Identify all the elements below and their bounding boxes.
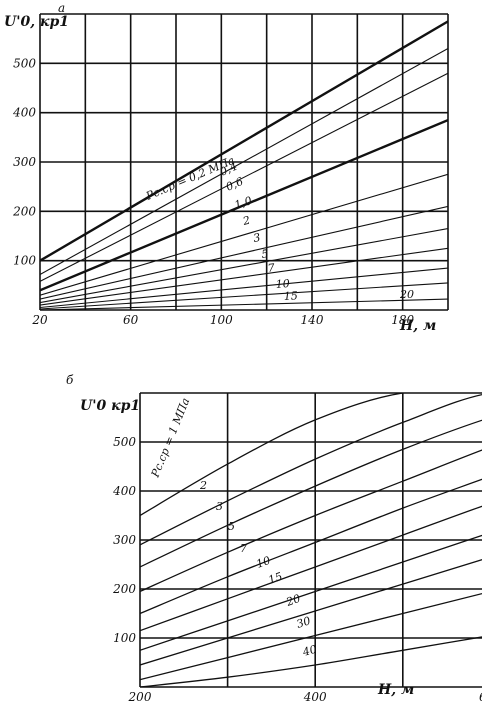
series-line-10	[140, 636, 482, 687]
series-label-5: 7	[240, 542, 247, 555]
y-tick-label: 400	[112, 484, 136, 498]
series-line-8	[40, 247, 448, 306]
series-line-6	[40, 205, 448, 300]
y-tick-label: 200	[12, 204, 36, 218]
y-tick-label: 500	[113, 435, 136, 449]
x-axis-label-b: Н, м	[377, 682, 414, 698]
gridlines-b	[139, 392, 482, 688]
x-tick-label: 400	[303, 690, 327, 702]
x-tick-label: 20	[31, 313, 48, 327]
y-tick-label: 300	[113, 533, 136, 547]
series-line-10	[40, 282, 448, 310]
y-tick-label: 500	[13, 56, 36, 70]
series-line-9	[140, 592, 482, 681]
series-line-4	[140, 449, 482, 593]
series-line-7	[40, 228, 448, 304]
series-label-10: 15	[283, 289, 298, 303]
panel-label-a: а	[58, 1, 65, 15]
series-label-9: 30	[295, 614, 312, 631]
series-line-5	[140, 478, 482, 615]
series-label-10: 40	[300, 643, 318, 660]
series-line-2	[40, 48, 448, 275]
series-line-4	[40, 118, 448, 292]
series-label-6: 10	[255, 554, 273, 571]
y-tick-label: 300	[13, 155, 36, 169]
chart-panel-b: б U'0 кр1 Н, м 200400600100200300400500 …	[66, 373, 482, 702]
y-tick-label: 100	[113, 631, 136, 645]
series-label-7: 15	[267, 570, 285, 587]
series-label-2: 2	[199, 479, 207, 492]
series-line-3	[40, 72, 448, 282]
series-label-8: 7	[267, 261, 275, 275]
series-label-11: 20	[399, 288, 414, 301]
series-lines-a	[40, 20, 448, 310]
series-label-3: 3	[216, 500, 223, 513]
series-label-7: 5	[261, 247, 270, 261]
series-line-3	[140, 419, 482, 568]
series-label-8: 20	[284, 592, 303, 609]
x-axis-label-a: Н, м	[399, 318, 436, 334]
series-label-1: Pc.cp = 1 МПа	[148, 396, 192, 480]
series-line-7	[140, 534, 482, 651]
x-tick-label: 140	[301, 313, 324, 327]
series-line-2	[140, 393, 482, 546]
x-tick-label: 100	[210, 313, 233, 327]
chart-panel-a: а U'0, кр1 Н, м 20 60 100 140 180 100 200 300 40…	[4, 1, 449, 334]
series-lines-b	[140, 393, 482, 687]
series-line-5	[40, 173, 448, 296]
y-axis-label-a: U'0, кр1	[4, 14, 69, 30]
series-label-5: 2	[241, 214, 252, 229]
series-line-6	[140, 505, 482, 632]
y-tick-label: 100	[13, 254, 36, 268]
x-tick-label: 600	[479, 690, 482, 702]
series-line-8	[140, 559, 482, 666]
series-label-6: 3	[252, 231, 261, 245]
tick-labels-b: 200 400 600 100 200 300 400 500	[112, 435, 482, 702]
series-line-1	[40, 20, 448, 262]
series-line-1	[140, 393, 482, 517]
x-tick-label: 60	[123, 313, 139, 327]
series-line-11	[40, 298, 448, 310]
x-tick-label: 200	[128, 690, 152, 702]
y-axis-label-b: U'0 кр1	[80, 398, 140, 414]
tick-labels-a: 20 60 100 140 180 100 200 300 400 500	[12, 56, 414, 327]
series-label-4: 5	[228, 520, 235, 533]
series-label-4: 1,0	[233, 194, 254, 212]
y-tick-label: 400	[12, 106, 36, 120]
series-label-3: 0,6	[224, 175, 245, 194]
series-line-9	[40, 267, 448, 309]
y-tick-label: 200	[112, 582, 136, 596]
series-label-9: 10	[275, 277, 290, 291]
x-tick-label: 180	[391, 313, 414, 327]
panel-label-b: б	[66, 373, 74, 387]
